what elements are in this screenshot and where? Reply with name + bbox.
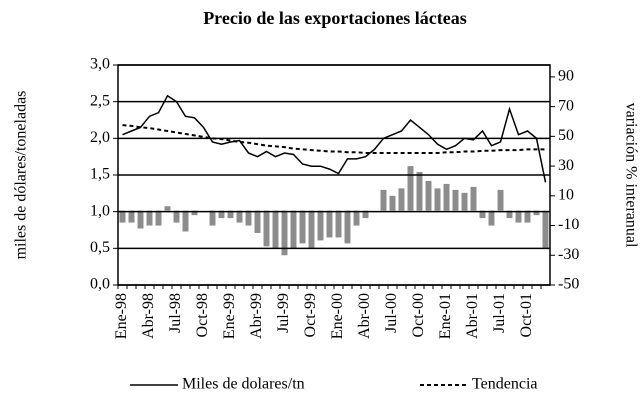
bar [326,210,333,238]
x-tick-label: Ene-99 [221,293,238,339]
bar [164,206,171,211]
x-tick-label: Oct-00 [410,293,427,337]
bar [407,166,414,211]
bar [434,188,441,211]
y-tick-label: 1,5 [90,166,110,183]
x-tick-label: Oct-01 [518,293,535,337]
bar [533,210,540,216]
bar [263,210,270,247]
x-tick-label: Abr-98 [140,293,157,339]
bar [119,210,126,223]
bar [299,210,306,244]
bar [182,210,189,232]
y-axis-title: miles de dólares/toneladas [13,91,30,260]
bar [497,189,504,211]
bar [524,210,531,223]
bar [416,172,423,211]
bar [335,210,342,238]
bar [173,210,180,223]
legend-label: Tendencia [472,376,538,393]
chart-title: Precio de las exportaciones lácteas [203,8,467,28]
bar [236,210,243,223]
bar [209,210,216,226]
bar [461,192,468,211]
y2-tick-label: 70 [558,97,574,114]
x-tick-label: Abr-99 [248,293,265,339]
x-tick-label: Ene-00 [329,293,346,339]
x-tick-label: Oct-99 [302,293,319,337]
bar [542,210,549,248]
x-tick-label: Abr-01 [464,293,481,339]
x-tick-label: Ene-98 [113,293,130,339]
x-tick-label: Abr-00 [356,293,373,339]
bar [470,186,477,211]
x-tick-label: Jul-99 [275,293,292,333]
bar [227,210,234,219]
legend-label: Miles de dolares/tn [182,376,305,393]
bar [380,189,387,211]
x-tick-label: Ene-01 [437,293,454,339]
bar [488,210,495,226]
x-tick-label: Jul-01 [491,293,508,333]
y-tick-label: 1,0 [90,202,110,219]
bar [218,210,225,219]
y-tick-label: 0,5 [90,239,110,256]
x-tick-label: Jul-00 [383,293,400,333]
y-tick-label: 2,5 [90,92,110,109]
bar [362,210,369,219]
bar [317,210,324,241]
bar [155,210,162,226]
bar [290,210,297,248]
bar [254,210,261,233]
bar [353,210,360,226]
x-tick-label: Jul-98 [167,293,184,333]
bar [128,210,135,223]
line-series [122,94,547,183]
bar [344,210,351,244]
bar [191,210,198,216]
bar [506,210,513,219]
bar [479,210,486,219]
y2-tick-label: -50 [558,276,579,293]
line-series [122,124,546,154]
bar [389,195,396,211]
y2-tick-label: 30 [558,157,574,174]
y2-tick-label: 90 [558,68,574,85]
y2-tick-label: -10 [558,216,579,233]
y-tick-label: 2,0 [90,129,110,146]
bar [515,210,522,223]
bar [272,210,279,248]
y2-axis-title: variación % interanual [622,103,639,248]
bar [398,188,405,211]
y-tick-label: 0,0 [90,276,110,293]
bar [281,210,288,256]
bar [452,189,459,211]
bar [146,210,153,226]
y-tick-label: 3,0 [90,56,110,73]
bar [245,210,252,226]
y2-tick-label: -30 [558,246,579,263]
y2-tick-label: 10 [558,186,574,203]
bar [137,210,144,229]
bar [308,210,315,248]
bar [425,180,432,211]
y2-tick-label: 50 [558,127,574,144]
bar [443,183,450,211]
x-tick-label: Oct-98 [194,293,211,337]
